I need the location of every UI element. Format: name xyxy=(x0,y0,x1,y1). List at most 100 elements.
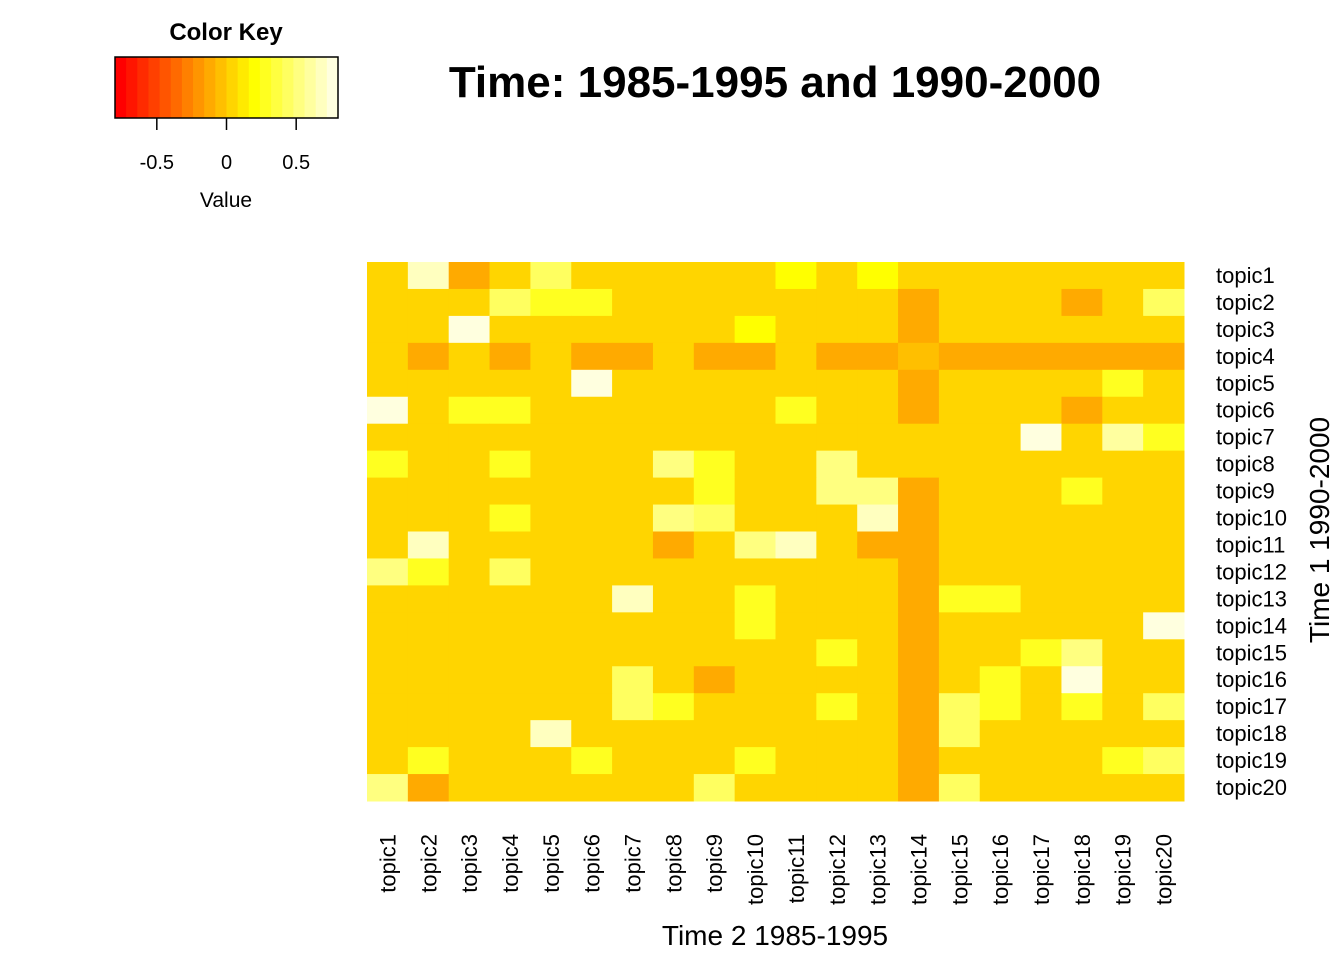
heatmap-cell-topic10-topic7 xyxy=(612,504,654,532)
heatmap-cell-topic7-topic13 xyxy=(857,423,899,452)
heatmap-cell-topic20-topic4 xyxy=(489,774,531,802)
heatmap-cell-topic7-topic15 xyxy=(938,423,981,452)
heatmap-cell-topic10-topic13 xyxy=(857,504,899,532)
heatmap-cell-topic3-topic17 xyxy=(1020,315,1062,344)
heatmap-cell-topic6-topic5 xyxy=(530,396,572,425)
heatmap-cell-topic9-topic20 xyxy=(1143,477,1185,506)
heatmap-cell-topic17-topic8 xyxy=(652,693,695,721)
heatmap-cell-topic8-topic1 xyxy=(367,450,409,479)
color-key-swatch xyxy=(326,57,339,118)
heatmap-cell-topic12-topic20 xyxy=(1143,558,1185,586)
heatmap-cell-topic8-topic9 xyxy=(693,450,736,479)
heatmap-cell-topic19-topic15 xyxy=(938,747,981,775)
heatmap-cell-topic1-topic4 xyxy=(489,262,531,290)
color-key-swatch xyxy=(126,57,138,118)
row-label-topic11: topic11 xyxy=(1216,532,1285,557)
heatmap-cell-topic18-topic12 xyxy=(816,720,858,748)
color-key-swatch xyxy=(148,57,161,118)
heatmap-cells xyxy=(367,262,1185,802)
heatmap-cell-topic11-topic13 xyxy=(857,531,899,559)
heatmap-cell-topic8-topic16 xyxy=(979,450,1022,479)
heatmap-cell-topic12-topic9 xyxy=(693,558,736,586)
heatmap-cell-topic9-topic16 xyxy=(979,477,1022,506)
heatmap-cell-topic8-topic5 xyxy=(530,450,572,479)
heatmap-cell-topic5-topic20 xyxy=(1143,369,1185,398)
heatmap-cell-topic19-topic13 xyxy=(857,747,899,775)
heatmap-cell-topic20-topic9 xyxy=(693,774,736,802)
column-label-topic8: topic8 xyxy=(661,834,686,893)
column-label-topic12: topic12 xyxy=(825,834,850,905)
heatmap-cell-topic6-topic13 xyxy=(857,396,899,425)
heatmap-cell-topic16-topic17 xyxy=(1020,666,1062,694)
color-key-swatch xyxy=(282,57,294,118)
heatmap-cell-topic20-topic3 xyxy=(448,774,491,802)
heatmap-cell-topic13-topic12 xyxy=(816,585,858,613)
heatmap-cell-topic7-topic11 xyxy=(775,423,817,452)
heatmap-cell-topic13-topic15 xyxy=(938,585,981,613)
heatmap-cell-topic15-topic9 xyxy=(693,639,736,667)
heatmap-cell-topic9-topic3 xyxy=(448,477,491,506)
heatmap-cell-topic19-topic11 xyxy=(775,747,817,775)
heatmap-cell-topic6-topic10 xyxy=(734,396,776,425)
heatmap-cell-topic3-topic7 xyxy=(612,315,654,344)
heatmap-cell-topic18-topic17 xyxy=(1020,720,1062,748)
heatmap-cell-topic10-topic5 xyxy=(530,504,572,532)
heatmap-cell-topic6-topic12 xyxy=(816,396,858,425)
heatmap-cell-topic11-topic20 xyxy=(1143,531,1185,559)
heatmap-cell-topic7-topic17 xyxy=(1020,423,1062,452)
heatmap-cell-topic16-topic13 xyxy=(857,666,899,694)
heatmap-cell-topic19-topic9 xyxy=(693,747,736,775)
heatmap-cell-topic8-topic4 xyxy=(489,450,531,479)
color-key-swatch xyxy=(237,57,250,118)
heatmap-cell-topic1-topic16 xyxy=(979,262,1022,290)
heatmap-cell-topic14-topic15 xyxy=(938,612,981,640)
heatmap-cell-topic14-topic17 xyxy=(1020,612,1062,640)
color-key-ticks: -0.5 0 0.5 xyxy=(140,118,310,174)
heatmap-cell-topic9-topic4 xyxy=(489,477,531,506)
heatmap-cell-topic15-topic13 xyxy=(857,639,899,667)
heatmap-cell-topic15-topic12 xyxy=(816,639,858,667)
heatmap-cell-topic17-topic6 xyxy=(571,693,613,721)
heatmap-cell-topic18-topic2 xyxy=(407,720,450,748)
heatmap-cell-topic11-topic11 xyxy=(775,531,817,559)
heatmap-cell-topic14-topic2 xyxy=(407,612,450,640)
heatmap-cell-topic10-topic11 xyxy=(775,504,817,532)
heatmap-cell-topic16-topic20 xyxy=(1143,666,1185,694)
heatmap-cell-topic13-topic6 xyxy=(571,585,613,613)
heatmap-cell-topic6-topic18 xyxy=(1061,396,1103,425)
heatmap-cell-topic3-topic1 xyxy=(367,315,409,344)
heatmap-cell-topic20-topic15 xyxy=(938,774,981,802)
heatmap-cell-topic2-topic2 xyxy=(407,288,450,317)
heatmap-cell-topic1-topic1 xyxy=(367,262,409,290)
column-label-topic18: topic18 xyxy=(1070,834,1095,905)
heatmap-cell-topic16-topic10 xyxy=(734,666,776,694)
heatmap-cell-topic7-topic5 xyxy=(530,423,572,452)
heatmap-cell-topic7-topic9 xyxy=(693,423,736,452)
heatmap-cell-topic11-topic19 xyxy=(1102,531,1144,559)
heatmap-cell-topic3-topic9 xyxy=(693,315,736,344)
column-label-topic2: topic2 xyxy=(416,834,441,893)
heatmap-cell-topic11-topic9 xyxy=(693,531,736,559)
heatmap-cell-topic9-topic19 xyxy=(1102,477,1144,506)
heatmap-cell-topic18-topic4 xyxy=(489,720,531,748)
heatmap-cell-topic20-topic13 xyxy=(857,774,899,802)
heatmap-cell-topic20-topic20 xyxy=(1143,774,1185,802)
column-label-topic16: topic16 xyxy=(988,834,1013,905)
heatmap-cell-topic17-topic12 xyxy=(816,693,858,721)
heatmap-cell-topic8-topic14 xyxy=(898,450,940,479)
heatmap-cell-topic4-topic6 xyxy=(571,342,613,371)
heatmap-cell-topic16-topic1 xyxy=(367,666,409,694)
row-label-topic18: topic18 xyxy=(1216,721,1287,746)
heatmap-cell-topic20-topic18 xyxy=(1061,774,1103,802)
column-label-topic11: topic11 xyxy=(784,834,809,903)
heatmap-cell-topic12-topic6 xyxy=(571,558,613,586)
x-axis-label: Time 2 1985-1995 xyxy=(662,920,888,951)
heatmap-cell-topic14-topic3 xyxy=(448,612,491,640)
heatmap-cell-topic11-topic15 xyxy=(938,531,981,559)
row-label-topic9: topic9 xyxy=(1216,479,1275,504)
heatmap-cell-topic12-topic3 xyxy=(448,558,491,586)
heatmap-cell-topic14-topic18 xyxy=(1061,612,1103,640)
heatmap-cell-topic4-topic11 xyxy=(775,342,817,371)
heatmap-cell-topic4-topic15 xyxy=(938,342,981,371)
heatmap-cell-topic17-topic14 xyxy=(898,693,940,721)
